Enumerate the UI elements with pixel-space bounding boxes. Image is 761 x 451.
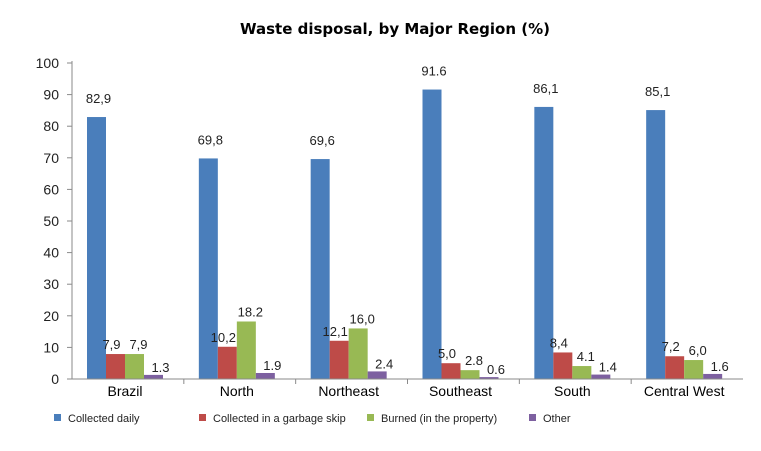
x-tick-label: Southeast (429, 383, 492, 399)
data-label: 69,8 (198, 132, 223, 147)
legend-label: Other (543, 413, 571, 425)
data-label: 85,1 (645, 84, 670, 99)
bar (198, 158, 218, 379)
bar (255, 372, 275, 379)
x-tick-label: Northeast (318, 383, 379, 399)
x-tick-label: Brazil (107, 383, 142, 399)
bar (329, 340, 349, 379)
y-axis: 0 10 20 30 40 50 60 70 80 90 100 (36, 55, 73, 387)
bar (236, 321, 256, 379)
bar (703, 373, 723, 379)
bar (106, 354, 125, 379)
y-tick-label: 40 (43, 245, 59, 261)
data-label: 4.1 (577, 349, 595, 364)
bar (479, 377, 499, 379)
y-tick-label: 0 (51, 371, 59, 387)
legend-swatch (199, 414, 206, 421)
x-tick-label: South (554, 383, 591, 399)
legend-swatch (529, 414, 536, 421)
data-label: 7,2 (662, 339, 680, 354)
bar (591, 374, 611, 379)
y-tick-label: 90 (43, 87, 59, 103)
bar (125, 354, 144, 379)
data-label: 1.4 (599, 360, 617, 375)
bar (441, 363, 461, 379)
data-label: 2.8 (465, 353, 483, 368)
data-label: 86,1 (533, 81, 558, 96)
legend-label: Collected daily (68, 413, 140, 425)
bar (310, 159, 330, 379)
legend: Collected daily Collected in a garbage sk… (54, 413, 571, 425)
data-label: 7,9 (129, 337, 147, 352)
legend-label: Burned (in the property) (381, 413, 497, 425)
data-label: 12,1 (323, 324, 348, 339)
data-label: 91.6 (421, 64, 446, 79)
bar (646, 110, 666, 380)
bar (87, 117, 106, 379)
y-tick-label: 30 (43, 276, 59, 292)
y-tick-label: 20 (43, 308, 59, 324)
data-label: 1.3 (151, 360, 169, 375)
bar (144, 374, 163, 379)
bar (217, 346, 237, 379)
bar (422, 89, 442, 379)
bar (367, 371, 387, 379)
data-label: 82,9 (86, 91, 111, 106)
data-label: 69,6 (310, 133, 335, 148)
y-tick-label: 70 (43, 150, 59, 166)
data-label: 7,9 (102, 337, 120, 352)
bar (348, 328, 368, 379)
y-tick-label: 10 (43, 339, 59, 355)
bar (665, 356, 685, 379)
bar (460, 370, 480, 379)
x-tick-label: Central West (644, 383, 725, 399)
legend-swatch (367, 414, 374, 421)
data-label: 2.4 (375, 356, 393, 371)
bar (553, 352, 573, 379)
y-tick-label: 50 (43, 213, 59, 229)
chart-title: Waste disposal, by Major Region (%) (240, 20, 550, 38)
y-tick-label: 60 (43, 181, 59, 197)
data-label: 5,0 (438, 346, 456, 361)
y-tick-label: 100 (36, 55, 60, 71)
bar (572, 366, 592, 379)
x-axis: Brazil North Northeast Southeast South Centra… (72, 378, 743, 399)
data-label: 10,2 (211, 330, 236, 345)
y-tick-label: 80 (43, 118, 59, 134)
data-label: 6,0 (689, 343, 707, 358)
data-label: 1.9 (263, 358, 281, 373)
legend-swatch (54, 414, 61, 421)
bars (87, 89, 723, 380)
data-label: 0.6 (487, 362, 505, 377)
data-label: 1.6 (711, 359, 729, 374)
data-label: 16,0 (350, 311, 375, 326)
bar (684, 360, 704, 379)
data-label: 18.2 (238, 304, 263, 319)
bar (534, 106, 554, 379)
legend-label: Collected in a garbage skip (213, 413, 346, 425)
data-labels: 82,9 7,9 7,9 1.3 69,8 10,218.2 1.9 69,6 12,116,0… (86, 64, 729, 378)
x-tick-label: North (220, 383, 254, 399)
data-label: 8,4 (550, 335, 568, 350)
